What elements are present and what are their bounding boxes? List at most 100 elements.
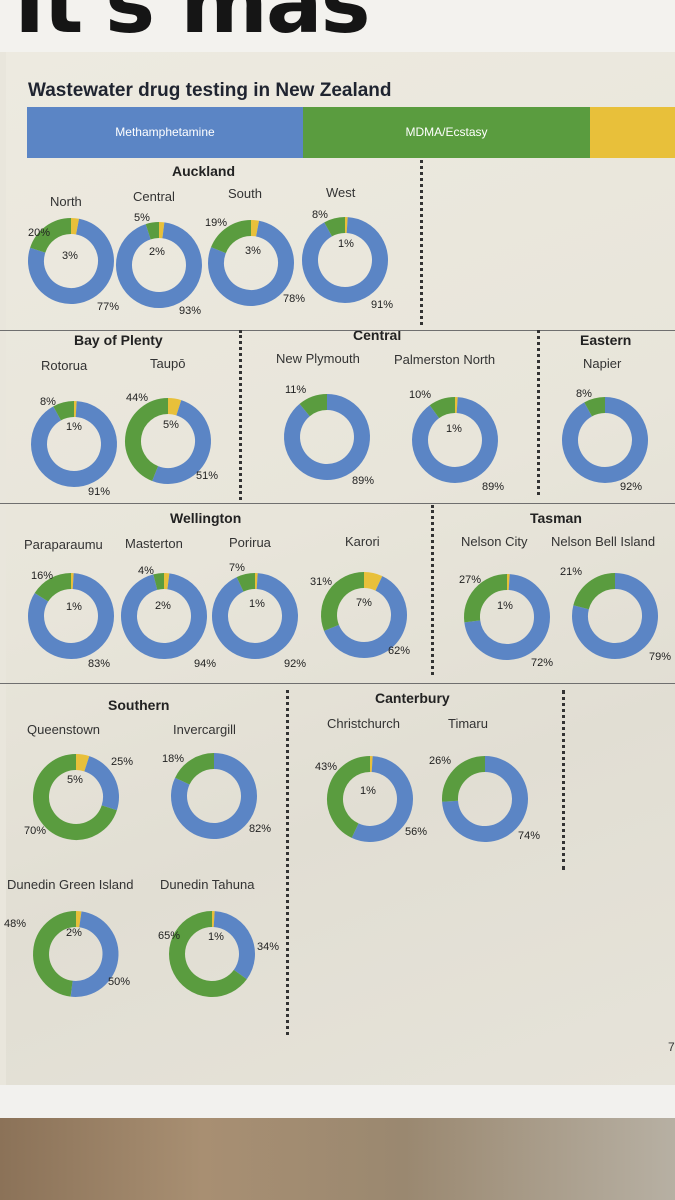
divider-row-2 bbox=[0, 503, 675, 504]
divider-wellington-tasman bbox=[431, 505, 434, 675]
slice-meth-south bbox=[208, 220, 294, 306]
slice-mdma-masterton bbox=[153, 573, 165, 590]
pct-meth-timaru: 74% bbox=[518, 830, 541, 842]
pct-meth-taupo: 51% bbox=[196, 470, 219, 482]
pct-other-nelson-city: 1% bbox=[497, 600, 513, 612]
donut-west bbox=[302, 217, 388, 303]
donut-timaru bbox=[442, 756, 528, 842]
slice-mdma-invercargill bbox=[175, 753, 215, 785]
pct-other-queenstown: 5% bbox=[67, 774, 83, 786]
site-label-dunedin-tahuna: Dunedin Tahuna bbox=[160, 877, 255, 892]
donut-nelson-city bbox=[464, 574, 550, 660]
slice-meth-west bbox=[302, 217, 388, 303]
site-label-christchurch: Christchurch bbox=[327, 716, 400, 731]
site-label-timaru: Timaru bbox=[448, 716, 488, 731]
pct-mdma-porirua: 7% bbox=[229, 562, 245, 574]
pct-other-west: 1% bbox=[338, 238, 354, 250]
pct-mdma-rotorua: 8% bbox=[40, 396, 56, 408]
slice-meth-nelson-city bbox=[464, 574, 550, 660]
pct-meth-dunedin-tahuna: 34% bbox=[257, 941, 280, 953]
donut-rotorua bbox=[31, 401, 117, 487]
pct-mdma-new-plymouth: 11% bbox=[285, 384, 307, 396]
pct-mdma-west: 8% bbox=[312, 209, 328, 221]
slice-meth-masterton bbox=[121, 573, 207, 659]
divider-central-eastern bbox=[537, 330, 540, 495]
slice-other-karori bbox=[363, 572, 383, 591]
pct-other-christchurch: 1% bbox=[360, 785, 376, 797]
pct-meth-nelson-bell-island: 79% bbox=[649, 651, 672, 663]
pct-other-central: 2% bbox=[149, 246, 165, 258]
pct-other-north: 3% bbox=[62, 250, 78, 262]
pct-mdma-south: 19% bbox=[205, 217, 228, 229]
site-label-invercargill: Invercargill bbox=[173, 722, 236, 737]
divider-canterbury-right bbox=[562, 690, 565, 870]
pct-other-taupo: 5% bbox=[163, 419, 179, 431]
pct-other-palmerston-north: 1% bbox=[446, 423, 462, 435]
site-label-west: West bbox=[326, 185, 356, 200]
pct-meth-west: 91% bbox=[371, 299, 394, 311]
slice-mdma-taupo bbox=[125, 398, 169, 481]
site-label-paraparaumu: Paraparaumu bbox=[24, 537, 103, 552]
pct-mdma-nelson-city: 27% bbox=[459, 574, 482, 586]
pct-meth-nelson-city: 72% bbox=[531, 657, 554, 669]
pct-meth-invercargill: 82% bbox=[249, 823, 272, 835]
slice-mdma-palmerston-north bbox=[429, 397, 456, 419]
page-number: 7 bbox=[668, 1040, 675, 1054]
site-label-napier: Napier bbox=[583, 356, 622, 371]
region-title-central: Central bbox=[353, 327, 402, 343]
pct-mdma-palmerston-north: 10% bbox=[409, 389, 432, 401]
pct-other-dunedin-green-island: 2% bbox=[66, 927, 82, 939]
site-label-new-plymouth: New Plymouth bbox=[276, 351, 360, 366]
slice-meth-dunedin-green-island bbox=[70, 911, 119, 997]
donut-dunedin-tahuna bbox=[169, 911, 255, 997]
slice-mdma-christchurch bbox=[327, 756, 371, 838]
pct-other-karori: 7% bbox=[356, 597, 372, 609]
donut-porirua bbox=[212, 573, 298, 659]
slice-meth-nelson-bell-island bbox=[572, 573, 658, 659]
pct-meth-paraparaumu: 83% bbox=[88, 658, 111, 670]
site-label-north: North bbox=[50, 194, 82, 209]
pct-meth-queenstown: 25% bbox=[111, 756, 134, 768]
slice-meth-central bbox=[115, 222, 202, 308]
slice-mdma-timaru bbox=[442, 756, 486, 802]
site-label-nelson-bell-island: Nelson Bell Island bbox=[551, 534, 656, 549]
divider-bop-central bbox=[239, 330, 242, 500]
pct-other-dunedin-tahuna: 1% bbox=[208, 931, 224, 943]
site-label-rotorua: Rotorua bbox=[41, 358, 88, 373]
slice-meth-palmerston-north bbox=[412, 397, 498, 483]
pct-mdma-north: 20% bbox=[28, 227, 51, 239]
pct-mdma-nelson-bell-island: 21% bbox=[560, 566, 583, 578]
infographic-title: Wastewater drug testing in New Zealand bbox=[28, 80, 392, 101]
donut-karori bbox=[321, 572, 407, 658]
pct-mdma-napier: 8% bbox=[576, 388, 592, 400]
region-title-bay-of-plenty: Bay of Plenty bbox=[74, 332, 163, 348]
site-label-masterton: Masterton bbox=[125, 536, 183, 551]
slice-mdma-nelson-bell-island bbox=[573, 573, 616, 610]
slice-other-south bbox=[250, 220, 260, 237]
site-label-south: South bbox=[228, 186, 262, 201]
donut-masterton bbox=[121, 573, 207, 659]
pct-mdma-central: 5% bbox=[134, 212, 150, 224]
site-label-porirua: Porirua bbox=[229, 535, 271, 550]
masthead-band: It's mas bbox=[0, 0, 675, 52]
pct-meth-palmerston-north: 89% bbox=[482, 481, 505, 493]
region-title-wellington: Wellington bbox=[170, 510, 242, 526]
slice-meth-porirua bbox=[212, 573, 298, 659]
donut-queenstown bbox=[33, 753, 119, 840]
slice-other-north bbox=[70, 218, 80, 235]
divider-row-1 bbox=[0, 330, 675, 331]
pct-other-south: 3% bbox=[245, 245, 261, 257]
slice-other-taupo bbox=[167, 397, 182, 416]
slice-meth-paraparaumu bbox=[28, 573, 114, 659]
region-title-southern: Southern bbox=[108, 697, 170, 713]
pct-mdma-queenstown: 70% bbox=[24, 825, 47, 837]
region-title-eastern: Eastern bbox=[580, 332, 632, 348]
pct-mdma-dunedin-tahuna: 65% bbox=[158, 930, 181, 942]
region-title-canterbury: Canterbury bbox=[375, 690, 450, 706]
pct-other-porirua: 1% bbox=[249, 598, 265, 610]
donut-nelson-bell-island bbox=[572, 573, 658, 659]
slice-meth-north bbox=[28, 218, 114, 304]
pct-mdma-timaru: 26% bbox=[429, 755, 452, 767]
